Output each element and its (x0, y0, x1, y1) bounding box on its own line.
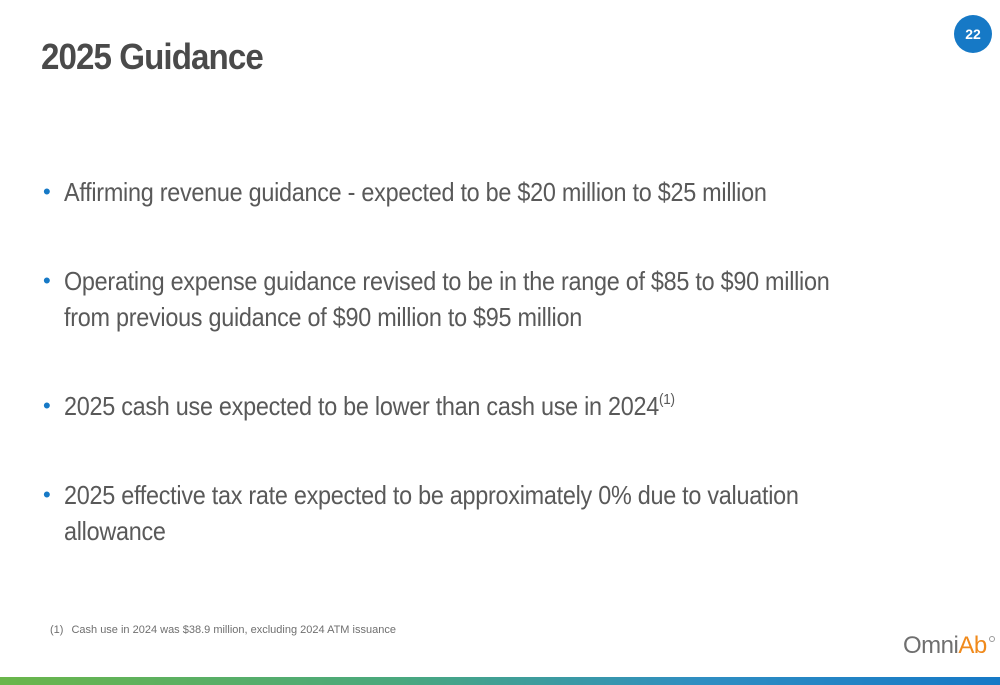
bullet-text-continued: from previous guidance of $90 million to… (64, 302, 582, 332)
bullet-dot-icon: • (43, 268, 51, 293)
bullet-dot-icon: • (43, 179, 51, 204)
footnote: (1) Cash use in 2024 was $38.9 million, e… (50, 624, 396, 636)
logo-text-gray: Omni (903, 632, 959, 659)
bullet-item-cash-use: • 2025 cash use expected to be lower tha… (43, 388, 943, 424)
trademark-icon (988, 636, 995, 642)
logo-text-accent: Ab (958, 632, 987, 659)
bottom-gradient-bar (0, 677, 1000, 685)
bullet-item-revenue: • Affirming revenue guidance - expected … (43, 174, 943, 210)
bullet-item-tax-rate: • 2025 effective tax rate expected to be… (43, 477, 943, 549)
footnote-text: Cash use in 2024 was $38.9 million, excl… (71, 624, 396, 636)
footnote-marker: (1) (50, 624, 64, 636)
bullet-text-wrapper: 2025 cash use expected to be lower than … (64, 388, 855, 424)
bullet-text: Operating expense guidance revised to be… (64, 266, 830, 296)
bullet-text: 2025 effective tax rate expected to be a… (64, 480, 799, 510)
bullet-dot-icon: • (43, 393, 51, 418)
footnote-reference: (1) (659, 391, 675, 408)
bullet-text-continued: allowance (64, 516, 166, 546)
page-number-badge: 22 (954, 15, 992, 53)
bullet-dot-icon: • (43, 482, 51, 507)
bullet-list: • Affirming revenue guidance - expected … (43, 174, 943, 549)
slide-title: 2025 Guidance (41, 36, 264, 77)
bullet-text: Affirming revenue guidance - expected to… (64, 177, 767, 207)
bullet-text: 2025 cash use expected to be lower than … (64, 391, 660, 421)
omniab-logo: OmniAb (903, 632, 995, 660)
bullet-item-operating-expense: • Operating expense guidance revised to … (43, 263, 943, 335)
